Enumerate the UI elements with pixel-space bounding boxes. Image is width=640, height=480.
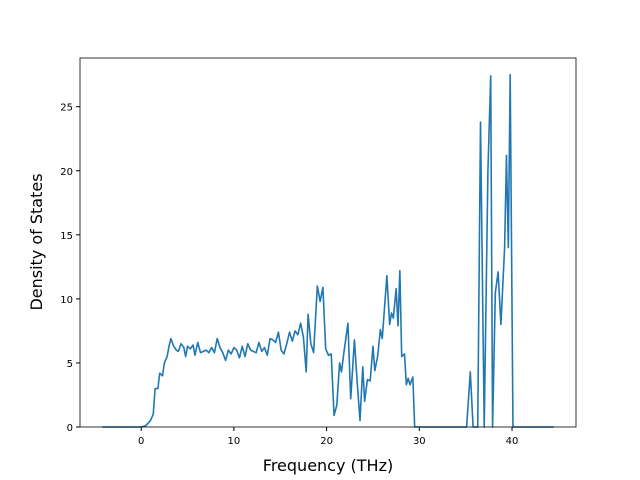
x-axis-label: Frequency (THz) — [263, 456, 393, 475]
data-line — [102, 73, 554, 428]
x-tick-label: 40 — [506, 436, 519, 447]
plot-frame — [79, 57, 577, 428]
y-axis-label: Density of States — [27, 173, 46, 310]
y-tick-label: 15 — [60, 231, 73, 242]
y-tick-label: 0 — [67, 423, 73, 434]
y-tick-label: 5 — [67, 359, 73, 370]
y-tick-label: 25 — [60, 103, 73, 114]
x-tick-label: 0 — [138, 436, 144, 447]
y-tick-label: 20 — [60, 167, 73, 178]
x-tick-label: 20 — [320, 436, 333, 447]
x-tick-label: 30 — [413, 436, 426, 447]
x-tick-label: 10 — [228, 436, 241, 447]
y-tick-label: 10 — [60, 295, 73, 306]
